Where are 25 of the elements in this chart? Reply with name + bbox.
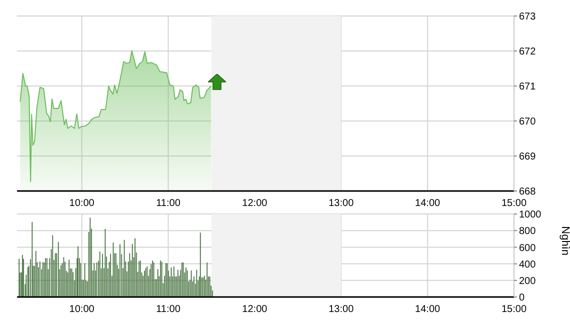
y-tick-label: 400 <box>519 259 536 270</box>
x-tick-label: 13:00 <box>328 198 354 210</box>
y-tick-label: 672 <box>519 46 536 58</box>
y-tick-label: 600 <box>519 242 536 254</box>
y-tick-label: 200 <box>519 276 536 287</box>
x-tick-label: 14:00 <box>415 198 441 210</box>
y-tick-label: 668 <box>519 186 536 198</box>
y-tick-label: 671 <box>519 82 536 93</box>
x-tick-label: 11:00 <box>156 198 181 210</box>
y-tick-label: 673 <box>519 12 536 23</box>
x-tick-label: 10:00 <box>69 198 95 210</box>
x-tick-label: 14:00 <box>415 304 441 316</box>
x-tick-label: 15:00 <box>501 198 527 210</box>
x-tick-label: 12:00 <box>242 198 268 210</box>
x-tick-label: 15:00 <box>501 304 527 316</box>
y-axis-title: Nghìn <box>559 226 570 256</box>
y-tick-label: 800 <box>519 226 536 238</box>
y-tick-label: 0 <box>519 292 525 304</box>
x-tick-label: 10:00 <box>69 304 95 316</box>
x-tick-label: 13:00 <box>328 304 354 316</box>
x-tick-label: 12:00 <box>242 304 268 316</box>
y-tick-label: 1000 <box>519 210 542 221</box>
y-tick-label: 670 <box>519 116 536 128</box>
y-tick-label: 669 <box>519 152 536 163</box>
x-tick-label: 11:00 <box>156 304 181 316</box>
